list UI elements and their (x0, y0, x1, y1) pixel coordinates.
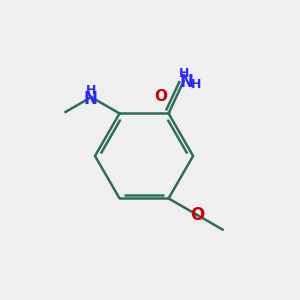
Text: N: N (179, 73, 193, 91)
Text: H: H (178, 67, 189, 80)
Text: O: O (154, 89, 168, 104)
Text: N: N (84, 90, 98, 108)
Text: H: H (86, 84, 96, 97)
Text: O: O (190, 206, 204, 224)
Text: H: H (191, 78, 201, 91)
